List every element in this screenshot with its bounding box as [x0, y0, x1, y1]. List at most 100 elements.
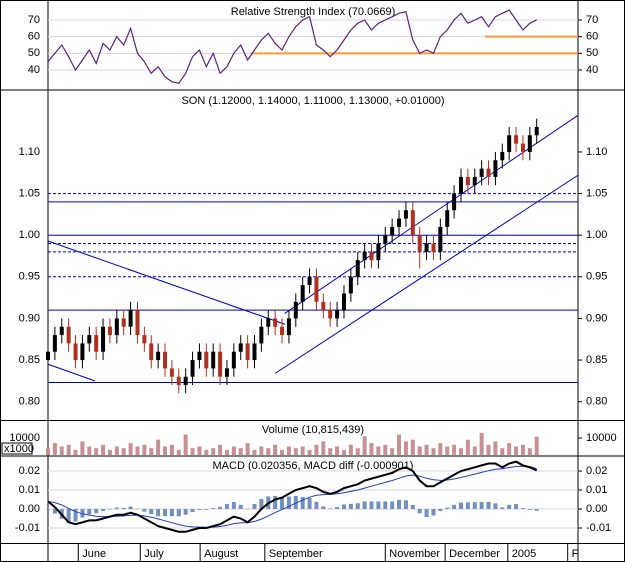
y-tick-label-right: 1.05: [586, 187, 607, 199]
y-tick-label: 0.80: [19, 396, 40, 408]
macd-hist-bar: [500, 507, 505, 510]
panel-title: Volume (10,815,439): [262, 424, 364, 436]
y-tick-label: 0.00: [19, 503, 40, 515]
macd-hist-bar: [46, 509, 50, 510]
macd-hist-bar: [163, 509, 168, 517]
candle-body: [135, 310, 140, 336]
macd-hist-bar: [452, 504, 457, 510]
candle-body: [307, 276, 312, 286]
candle-body: [293, 301, 298, 319]
y-tick-label: 60: [28, 31, 40, 43]
y-tick-label: 40: [28, 64, 40, 76]
volume-bar: [527, 448, 532, 455]
volume-bar: [149, 448, 154, 455]
volume-bar: [176, 449, 181, 455]
volume-bar: [514, 446, 519, 455]
candle-body: [128, 310, 133, 327]
candle-body: [472, 176, 477, 186]
volume-bar: [479, 432, 484, 455]
volume-bar: [156, 439, 161, 455]
macd-hist-bar: [190, 509, 195, 513]
macd-hist-bar: [514, 504, 519, 510]
candle-body: [107, 326, 112, 336]
volume-bar: [142, 444, 147, 455]
volume-bar: [314, 444, 319, 455]
volume-bar: [259, 446, 264, 455]
macd-hist-bar: [245, 508, 250, 510]
candle-body: [80, 343, 85, 361]
volume-bar: [507, 443, 512, 455]
macd-hist-bar: [135, 508, 140, 510]
candle-body: [362, 251, 367, 261]
rsi-line: [47, 9, 537, 84]
y-tick-label: 70: [28, 14, 40, 26]
candle-body: [376, 243, 381, 261]
y-tick-label: 50: [28, 47, 40, 59]
x-tick-label: 2005: [512, 548, 536, 560]
y-tick-label-right: 0.01: [586, 484, 607, 496]
volume-bar: [66, 444, 71, 455]
panel-title: MACD (0.020356, MACD diff (-0.000901): [213, 460, 414, 472]
volume-bar: [266, 448, 271, 455]
candle-body: [514, 135, 519, 144]
macd-hist-bar: [94, 509, 99, 514]
y-tick-label: 10000: [9, 432, 40, 444]
macd-hist-bar: [197, 509, 202, 510]
volume-bar: [52, 443, 57, 455]
candle-body: [369, 251, 374, 261]
volume-bar: [486, 444, 491, 455]
macd-hist-bar: [328, 508, 333, 510]
macd-hist-bar: [369, 501, 374, 510]
candle-body: [66, 326, 71, 344]
volume-bar: [465, 439, 470, 455]
candle-body: [169, 368, 174, 377]
macd-hist-bar: [224, 504, 229, 510]
candle-body: [520, 143, 525, 152]
volume-bar: [135, 446, 140, 455]
candle-body: [493, 160, 498, 177]
candle-body: [218, 351, 223, 377]
macd-hist-bar: [348, 503, 353, 510]
macd-hist-bar: [321, 506, 326, 510]
volume-bar: [46, 448, 50, 455]
macd-hist-bar: [472, 502, 477, 510]
volume-bar: [328, 448, 333, 455]
candle-body: [486, 168, 491, 177]
volume-bar: [252, 449, 257, 455]
candle-body: [335, 310, 340, 319]
candle-body: [383, 235, 388, 244]
macd-hist-bar: [486, 501, 491, 510]
macd-hist-bar: [176, 509, 181, 517]
candle-body: [341, 293, 346, 311]
macd-hist-bar: [149, 509, 154, 515]
y-tick-label: 0.01: [19, 484, 40, 496]
macd-hist-bar: [520, 508, 525, 510]
macd-hist-bar: [286, 496, 291, 510]
candle-body: [403, 210, 408, 219]
volume-bar: [169, 444, 174, 455]
candle-body: [204, 351, 209, 369]
macd-hist-bar: [231, 501, 236, 510]
macd-hist-bar: [121, 507, 126, 510]
panel-title: Relative Strength Index (70.0669): [231, 6, 396, 18]
macd-hist-bar: [341, 504, 346, 510]
volume-bar: [293, 448, 298, 455]
macd-hist-bar: [218, 506, 223, 510]
y-tick-label-right: 0.85: [586, 354, 607, 366]
candle-body: [190, 360, 195, 377]
y-tick-label-right: 70: [586, 14, 598, 26]
macd-hist-bar: [465, 502, 470, 510]
candle-body: [142, 335, 147, 344]
volume-bar: [458, 448, 463, 455]
macd-hist-bar: [101, 509, 106, 511]
volume-bar: [107, 449, 112, 455]
volume-bar: [438, 443, 443, 455]
volume-bar: [500, 448, 505, 455]
macd-hist-bar: [383, 501, 388, 510]
y-tick-label-right: 10000: [586, 432, 617, 444]
unit-box: [1, 442, 33, 455]
volume-bar: [390, 448, 395, 455]
candle-body: [121, 318, 126, 327]
candle-body: [348, 276, 353, 294]
